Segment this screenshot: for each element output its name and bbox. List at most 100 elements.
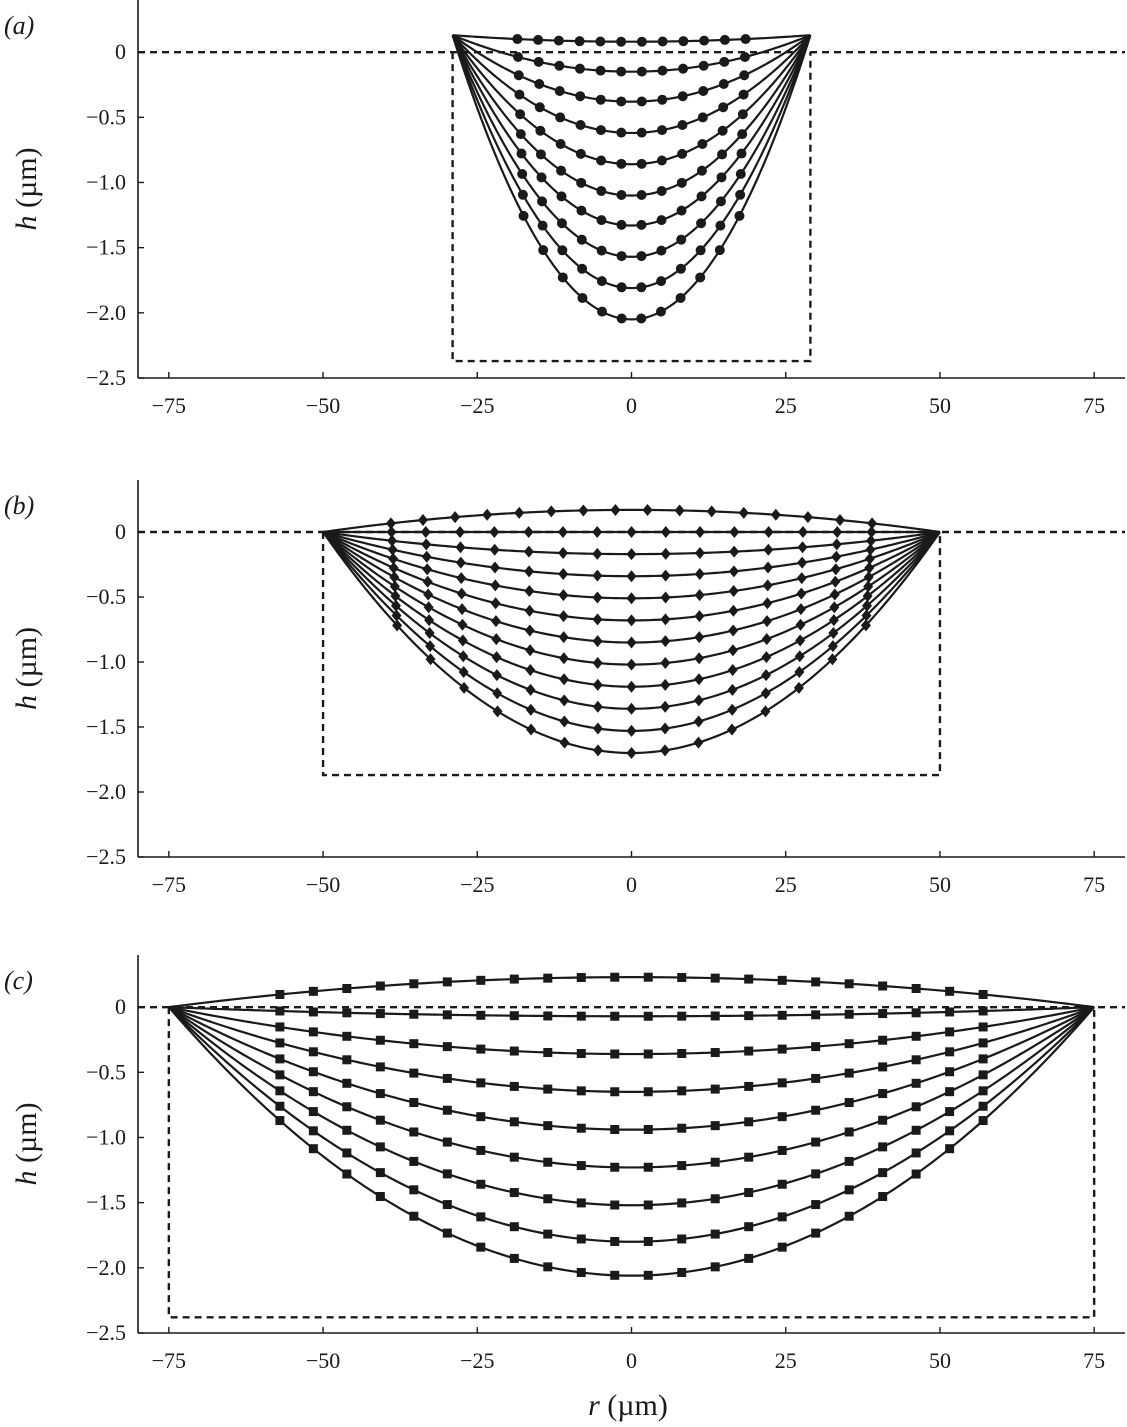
data-point bbox=[636, 96, 647, 107]
profile-curve bbox=[451, 34, 812, 227]
data-point bbox=[677, 148, 688, 159]
data-point bbox=[844, 1039, 854, 1049]
data-point bbox=[716, 172, 727, 183]
data-point bbox=[835, 513, 846, 526]
data-point bbox=[610, 1125, 620, 1135]
data-point bbox=[610, 972, 620, 982]
data-point bbox=[642, 503, 653, 516]
data-point bbox=[714, 245, 725, 256]
data-point bbox=[308, 1007, 318, 1017]
data-point bbox=[592, 526, 603, 538]
data-point bbox=[616, 96, 627, 107]
data-point bbox=[677, 1049, 687, 1059]
data-point bbox=[442, 1169, 452, 1179]
data-point bbox=[459, 681, 470, 694]
profile-curve bbox=[451, 34, 812, 321]
data-point bbox=[660, 722, 671, 735]
data-point bbox=[422, 563, 433, 576]
data-point bbox=[275, 1022, 285, 1032]
data-point bbox=[342, 1055, 352, 1065]
data-point bbox=[626, 702, 637, 715]
data-point bbox=[862, 599, 873, 612]
data-point bbox=[911, 1125, 921, 1135]
data-point bbox=[409, 1185, 419, 1195]
data-point bbox=[762, 615, 773, 628]
data-point bbox=[558, 568, 569, 581]
data-point bbox=[878, 1168, 888, 1178]
data-point bbox=[865, 534, 876, 547]
data-point bbox=[770, 508, 781, 521]
cavity-outline bbox=[451, 52, 812, 363]
data-point bbox=[945, 1087, 955, 1097]
data-point bbox=[643, 1125, 653, 1135]
profile-curve bbox=[168, 1006, 1095, 1207]
data-point bbox=[476, 1010, 486, 1020]
data-point bbox=[610, 1049, 620, 1059]
data-point bbox=[610, 1087, 620, 1097]
y-tick-label: −1.5 bbox=[86, 714, 126, 739]
data-point bbox=[442, 1042, 452, 1052]
data-point bbox=[616, 282, 627, 293]
data-point bbox=[390, 599, 401, 612]
data-point bbox=[729, 545, 740, 558]
data-point bbox=[553, 35, 564, 46]
data-point bbox=[706, 505, 717, 518]
data-point bbox=[275, 1038, 285, 1048]
data-point bbox=[482, 508, 493, 521]
data-point bbox=[676, 205, 687, 216]
data-point bbox=[576, 1234, 586, 1244]
data-point bbox=[636, 36, 647, 47]
data-point bbox=[860, 619, 871, 632]
x-tick-label: 0 bbox=[626, 1348, 637, 1373]
data-point bbox=[476, 1145, 486, 1155]
data-point bbox=[710, 973, 720, 983]
data-point bbox=[626, 747, 637, 759]
data-point bbox=[832, 526, 843, 538]
data-point bbox=[389, 571, 400, 584]
data-point bbox=[710, 1262, 720, 1272]
data-point bbox=[676, 177, 687, 188]
data-point bbox=[797, 541, 808, 554]
data-point bbox=[491, 633, 502, 646]
data-point bbox=[694, 652, 705, 665]
data-point bbox=[693, 673, 704, 686]
data-point bbox=[831, 538, 842, 551]
data-point bbox=[677, 1234, 687, 1244]
x-tick-label: 0 bbox=[626, 872, 637, 897]
data-point bbox=[830, 563, 841, 576]
data-point bbox=[655, 306, 666, 317]
data-point bbox=[643, 1200, 653, 1210]
data-point bbox=[763, 526, 774, 538]
data-point bbox=[555, 138, 566, 149]
data-point bbox=[375, 981, 385, 991]
data-point bbox=[737, 109, 748, 120]
data-point bbox=[626, 592, 637, 605]
data-point bbox=[626, 526, 637, 538]
data-point bbox=[386, 526, 397, 538]
data-point bbox=[514, 506, 525, 519]
data-point bbox=[610, 1200, 620, 1210]
data-point bbox=[392, 619, 403, 632]
data-point bbox=[795, 634, 806, 647]
x-tick-label: −75 bbox=[152, 1348, 186, 1373]
data-point bbox=[694, 589, 705, 602]
data-point bbox=[761, 633, 772, 646]
data-point bbox=[675, 263, 686, 274]
data-point bbox=[945, 1107, 955, 1117]
data-point bbox=[677, 973, 687, 983]
x-tick-label: −50 bbox=[306, 393, 340, 418]
cavity-outline bbox=[167, 1007, 1096, 1319]
data-point bbox=[576, 1011, 586, 1021]
x-tick-label: 50 bbox=[929, 872, 951, 897]
data-point bbox=[811, 1200, 821, 1210]
data-point bbox=[829, 601, 840, 614]
data-point bbox=[626, 570, 637, 583]
data-point bbox=[660, 635, 671, 648]
profile-curve bbox=[322, 531, 941, 733]
y-axis-label: h (µm) bbox=[10, 147, 43, 230]
data-point bbox=[656, 185, 667, 196]
data-point bbox=[878, 1115, 888, 1125]
data-point bbox=[543, 1229, 553, 1239]
data-point bbox=[660, 569, 671, 582]
data-point bbox=[710, 1194, 720, 1204]
